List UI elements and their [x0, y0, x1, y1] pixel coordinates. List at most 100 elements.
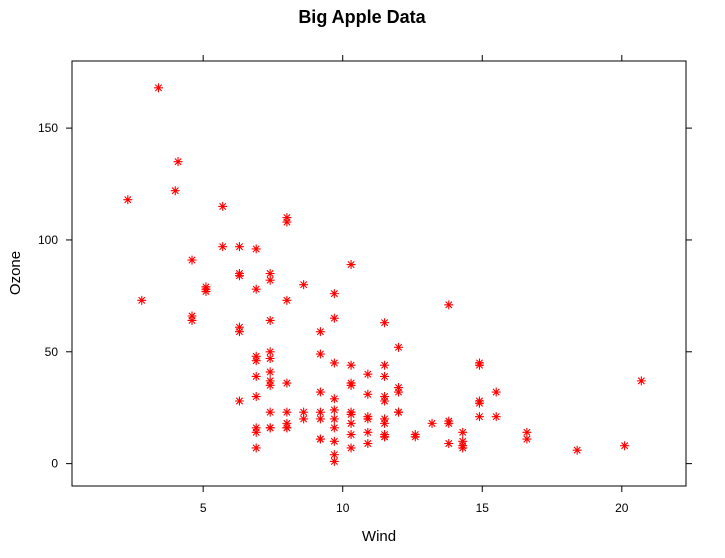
asterisk-marker	[491, 387, 501, 397]
data-point	[299, 414, 309, 424]
data-point	[265, 367, 275, 377]
data-point	[329, 358, 339, 368]
data-point	[474, 360, 484, 370]
data-point	[572, 445, 582, 455]
asterisk-marker	[427, 418, 437, 428]
y-axis-label: Ozone	[7, 251, 24, 295]
data-point	[394, 387, 404, 397]
data-point	[265, 315, 275, 325]
asterisk-marker	[474, 412, 484, 422]
data-point	[346, 360, 356, 370]
asterisk-marker	[329, 394, 339, 404]
asterisk-marker	[572, 445, 582, 455]
asterisk-marker	[123, 195, 133, 205]
data-point	[315, 414, 325, 424]
data-point	[265, 423, 275, 433]
data-point	[427, 418, 437, 428]
data-point	[380, 418, 390, 428]
data-point	[282, 217, 292, 227]
asterisk-marker	[636, 376, 646, 386]
asterisk-marker	[329, 456, 339, 466]
asterisk-marker	[265, 367, 275, 377]
asterisk-marker	[444, 300, 454, 310]
asterisk-marker	[380, 396, 390, 406]
data-point	[491, 412, 501, 422]
chart-title: Big Apple Data	[298, 7, 426, 27]
data-point	[458, 427, 468, 437]
asterisk-marker	[315, 327, 325, 337]
data-point	[251, 392, 261, 402]
data-point	[315, 387, 325, 397]
asterisk-marker	[265, 315, 275, 325]
asterisk-marker	[282, 423, 292, 433]
asterisk-marker	[380, 318, 390, 328]
y-tick-label: 100	[38, 233, 58, 247]
asterisk-marker	[201, 286, 211, 296]
plot-frame	[71, 60, 687, 487]
data-point	[363, 439, 373, 448]
data-point	[251, 443, 261, 453]
asterisk-marker	[329, 450, 339, 460]
axis-ticks: 5 10 15 20 0 50 100 150	[38, 55, 692, 515]
asterisk-marker	[394, 387, 404, 397]
asterisk-marker	[282, 407, 292, 417]
data-point	[474, 412, 484, 422]
data-point	[251, 356, 261, 366]
asterisk-marker	[173, 157, 183, 167]
data-point	[329, 450, 339, 460]
data-point	[251, 371, 261, 381]
data-point	[363, 389, 373, 399]
data-point	[329, 394, 339, 404]
data-point	[363, 369, 373, 379]
asterisk-marker	[265, 354, 275, 363]
data-point	[458, 443, 468, 453]
data-point	[380, 432, 390, 442]
data-point	[363, 414, 373, 424]
asterisk-marker	[329, 436, 339, 446]
data-point	[218, 201, 228, 211]
asterisk-marker	[346, 360, 356, 370]
data-point	[346, 380, 356, 390]
data-point	[346, 443, 356, 453]
asterisk-marker	[315, 387, 325, 397]
asterisk-marker	[346, 380, 356, 390]
data-point	[154, 83, 164, 93]
data-point	[410, 432, 420, 442]
data-point	[187, 315, 197, 325]
data-point	[265, 275, 275, 285]
asterisk-marker	[363, 439, 373, 448]
asterisk-marker	[251, 356, 261, 366]
data-point	[346, 418, 356, 428]
asterisk-marker	[265, 275, 275, 285]
asterisk-marker	[282, 295, 292, 305]
data-point	[346, 409, 356, 419]
asterisk-marker	[187, 255, 197, 265]
asterisk-marker	[329, 414, 339, 424]
asterisk-marker	[154, 83, 164, 93]
data-point	[444, 300, 454, 310]
data-point	[444, 439, 454, 448]
data-point	[251, 427, 261, 437]
data-point	[315, 434, 325, 444]
data-point	[170, 186, 180, 196]
data-point	[380, 371, 390, 381]
data-point	[265, 269, 275, 278]
asterisk-marker	[522, 427, 532, 437]
asterisk-marker	[380, 418, 390, 428]
data-point	[234, 271, 244, 281]
asterisk-marker	[444, 418, 454, 428]
asterisk-marker	[394, 342, 404, 352]
data-point	[522, 427, 532, 437]
y-tick-label: 150	[38, 121, 58, 135]
asterisk-marker	[491, 412, 501, 422]
data-point	[329, 423, 339, 433]
data-point	[329, 456, 339, 466]
data-point	[315, 327, 325, 337]
asterisk-marker	[346, 418, 356, 428]
asterisk-marker	[299, 407, 309, 417]
data-points	[123, 83, 646, 466]
data-point	[522, 434, 532, 444]
data-point	[234, 396, 244, 406]
data-point	[491, 387, 501, 397]
